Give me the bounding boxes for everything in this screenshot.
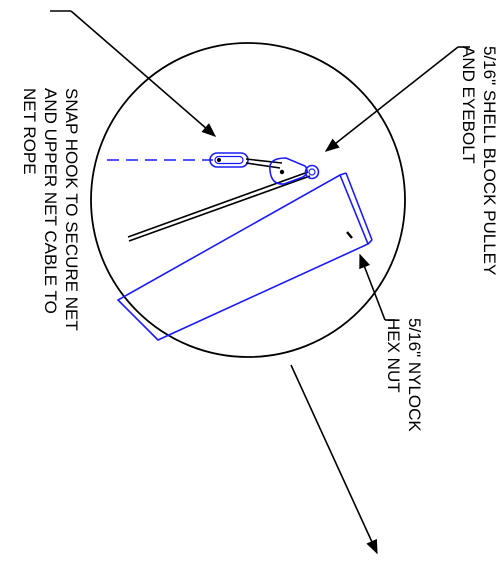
shell-block-callout: 5/16" SHELL BLOCK PULLEY AND EYEBOLT: [459, 46, 499, 275]
nylock-nut-callout: 5/16" NYLOCK HEX NUT: [384, 318, 424, 432]
snap-hook-icon: [209, 152, 249, 168]
detail-circle: [90, 42, 406, 358]
snap-hook-callout: SNAP HOOK TO SECURE NET AND UPPER NET CA…: [20, 88, 81, 331]
shell-block-callout-line-2: AND EYEBOLT: [459, 46, 478, 164]
nylock-nut-callout-line-2: HEX NUT: [384, 318, 403, 393]
snap-hook-callout-line-1: SNAP HOOK TO SECURE NET: [62, 88, 81, 331]
shell-block-callout-line-1: 5/16" SHELL BLOCK PULLEY: [480, 46, 499, 275]
shell-block-pulley-icon: [269, 157, 308, 185]
snap-hook-callout-line-3: NET ROPE: [20, 88, 39, 175]
eyebolt-icon: [304, 164, 320, 180]
nylock-nut-callout-line-1: 5/16" NYLOCK: [405, 318, 424, 432]
hex-nut-mark: [346, 231, 353, 239]
snap-hook-callout-line-2: AND UPPER NET CABLE TO: [41, 88, 60, 314]
blue-post: [116, 172, 373, 341]
leader-lines: [50, 10, 470, 555]
